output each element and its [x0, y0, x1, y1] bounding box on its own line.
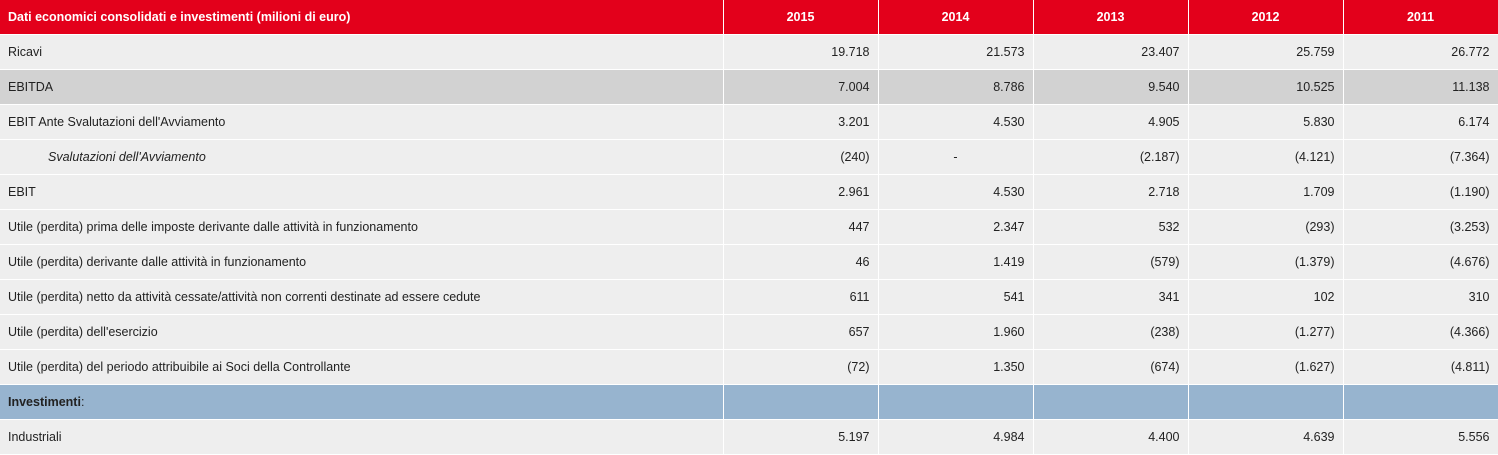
table-row-utile-attivita-funzionamento: Utile (perdita) derivante dalle attività… [0, 244, 1498, 280]
cell-value: 447 [723, 209, 879, 245]
cell-value: 1.709 [1188, 174, 1344, 210]
cell-value: (1.379) [1188, 244, 1344, 280]
cell-value: 1.350 [878, 349, 1034, 385]
cell-value: (579) [1033, 244, 1189, 280]
row-label: EBIT Ante Svalutazioni dell'Avviamento [0, 104, 724, 140]
row-label: Industriali [0, 419, 724, 455]
cell-value: (2.187) [1033, 139, 1189, 175]
table-row-utile-ante-imposte: Utile (perdita) prima delle imposte deri… [0, 209, 1498, 245]
cell-value: 4.530 [878, 104, 1034, 140]
table-title: Dati economici consolidati e investiment… [0, 0, 724, 35]
cell-value: 5.197 [723, 419, 879, 455]
cell-value: 4.905 [1033, 104, 1189, 140]
table-row-utile-esercizio: Utile (perdita) dell'esercizio 657 1.960… [0, 314, 1498, 350]
cell-value: 1.419 [878, 244, 1034, 280]
empty-cell [1033, 384, 1189, 420]
cell-value: 4.984 [878, 419, 1034, 455]
cell-value: (293) [1188, 209, 1344, 245]
cell-value: 657 [723, 314, 879, 350]
cell-value: 4.400 [1033, 419, 1189, 455]
table-section-investimenti: Investimenti: [0, 384, 1498, 420]
cell-value: 5.556 [1343, 419, 1498, 455]
cell-value: (240) [723, 139, 879, 175]
cell-value: 21.573 [878, 34, 1034, 70]
cell-value: 310 [1343, 279, 1498, 315]
table-header-row: Dati economici consolidati e investiment… [0, 0, 1498, 35]
cell-value: 611 [723, 279, 879, 315]
row-label: Ricavi [0, 34, 724, 70]
cell-value: 19.718 [723, 34, 879, 70]
table-row-utile-attivita-cessate: Utile (perdita) netto da attività cessat… [0, 279, 1498, 315]
cell-value: (4.121) [1188, 139, 1344, 175]
cell-value: 9.540 [1033, 69, 1189, 105]
cell-value: 25.759 [1188, 34, 1344, 70]
table-row-industriali: Industriali 5.197 4.984 4.400 4.639 5.55… [0, 419, 1498, 455]
cell-value: 11.138 [1343, 69, 1498, 105]
year-header-2013: 2013 [1033, 0, 1189, 35]
table-row-utile-soci-controllante: Utile (perdita) del periodo attribuibile… [0, 349, 1498, 385]
cell-value: (4.811) [1343, 349, 1498, 385]
empty-cell [1343, 384, 1498, 420]
cell-value: 26.772 [1343, 34, 1498, 70]
table-row-ebit-ante-svalutazioni: EBIT Ante Svalutazioni dell'Avviamento 3… [0, 104, 1498, 140]
cell-value: - [878, 139, 1034, 175]
table-row-ricavi: Ricavi 19.718 21.573 23.407 25.759 26.77… [0, 34, 1498, 70]
table-row-ebit: EBIT 2.961 4.530 2.718 1.709 (1.190) [0, 174, 1498, 210]
year-header-2011: 2011 [1343, 0, 1498, 35]
cell-value: (4.676) [1343, 244, 1498, 280]
cell-value: 8.786 [878, 69, 1034, 105]
cell-value: 532 [1033, 209, 1189, 245]
cell-value: 2.718 [1033, 174, 1189, 210]
cell-value: 7.004 [723, 69, 879, 105]
section-label: Investimenti: [0, 384, 724, 420]
cell-value: (4.366) [1343, 314, 1498, 350]
row-label: Utile (perdita) prima delle imposte deri… [0, 209, 724, 245]
row-label: EBITDA [0, 69, 724, 105]
cell-value: 4.639 [1188, 419, 1344, 455]
cell-value: 3.201 [723, 104, 879, 140]
cell-value: 2.347 [878, 209, 1034, 245]
cell-value: 10.525 [1188, 69, 1344, 105]
empty-cell [723, 384, 879, 420]
empty-cell [878, 384, 1034, 420]
cell-value: 541 [878, 279, 1034, 315]
cell-value: 23.407 [1033, 34, 1189, 70]
section-title: Investimenti [8, 395, 81, 409]
cell-value: (1.190) [1343, 174, 1498, 210]
year-header-2014: 2014 [878, 0, 1034, 35]
cell-value: (72) [723, 349, 879, 385]
cell-value: 6.174 [1343, 104, 1498, 140]
section-suffix: : [80, 395, 85, 409]
row-label: Utile (perdita) derivante dalle attività… [0, 244, 724, 280]
table-row-svalutazioni-avviamento: Svalutazioni dell'Avviamento (240) - (2.… [0, 139, 1498, 175]
cell-value: (674) [1033, 349, 1189, 385]
cell-value: 1.960 [878, 314, 1034, 350]
cell-value: 2.961 [723, 174, 879, 210]
year-header-2015: 2015 [723, 0, 879, 35]
table-row-ebitda: EBITDA 7.004 8.786 9.540 10.525 11.138 [0, 69, 1498, 105]
row-label: Utile (perdita) netto da attività cessat… [0, 279, 724, 315]
cell-value: (3.253) [1343, 209, 1498, 245]
cell-value: (1.627) [1188, 349, 1344, 385]
cell-value: (238) [1033, 314, 1189, 350]
cell-value: (7.364) [1343, 139, 1498, 175]
cell-value: 102 [1188, 279, 1344, 315]
empty-cell [1188, 384, 1344, 420]
cell-value: (1.277) [1188, 314, 1344, 350]
cell-value: 4.530 [878, 174, 1034, 210]
cell-value: 341 [1033, 279, 1189, 315]
cell-value: 5.830 [1188, 104, 1344, 140]
row-label: Svalutazioni dell'Avviamento [0, 139, 724, 175]
row-label: Utile (perdita) del periodo attribuibile… [0, 349, 724, 385]
year-header-2012: 2012 [1188, 0, 1344, 35]
row-label: Utile (perdita) dell'esercizio [0, 314, 724, 350]
cell-value: 46 [723, 244, 879, 280]
row-label: EBIT [0, 174, 724, 210]
